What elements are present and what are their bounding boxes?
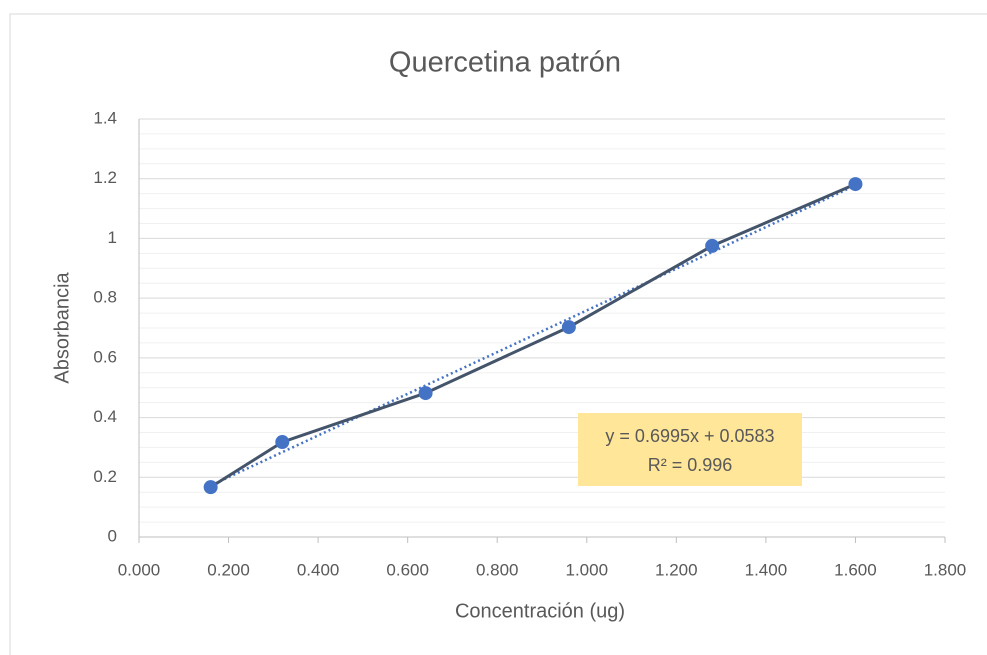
- data-point: [203, 480, 218, 495]
- x-tick-label: 0.400: [297, 560, 340, 579]
- x-tick-label: 1.000: [566, 560, 609, 579]
- trend-r2: R² = 0.996: [648, 455, 733, 475]
- x-tick-label: 1.400: [745, 560, 788, 579]
- data-point: [275, 435, 290, 450]
- x-tick-label: 1.200: [655, 560, 698, 579]
- trendline: [210, 184, 856, 487]
- x-tick-label: 0.200: [207, 560, 250, 579]
- data-point: [561, 320, 576, 335]
- y-tick-label: 1: [108, 228, 117, 247]
- y-tick-label: 0.6: [93, 347, 117, 366]
- y-tick-label: 0.8: [93, 288, 117, 307]
- series-line: [209, 182, 857, 489]
- data-point: [705, 238, 720, 253]
- x-tick-label: 0.800: [476, 560, 519, 579]
- x-tick-label: 1.600: [834, 560, 877, 579]
- y-tick-label: 1.4: [93, 108, 117, 127]
- x-tick-label: 0.600: [386, 560, 429, 579]
- chart-frame: [9, 13, 987, 655]
- trend-equation: y = 0.6995x + 0.0583: [605, 426, 774, 446]
- y-tick-label: 0: [108, 526, 117, 545]
- y-tick-label: 0.4: [93, 407, 117, 426]
- chart-title: Quercetina patrón: [389, 47, 621, 79]
- data-point: [848, 177, 863, 192]
- y-tick-label: 1.2: [93, 168, 117, 187]
- y-tick-label: 0.2: [93, 467, 117, 486]
- x-axis-label: Concentración (ug): [455, 600, 625, 622]
- data-point: [418, 386, 433, 401]
- y-axis-label: Absorbancia: [51, 272, 73, 384]
- x-tick-label: 1.800: [924, 560, 967, 579]
- equation-box: [578, 413, 802, 486]
- x-tick-label: 0.000: [118, 560, 161, 579]
